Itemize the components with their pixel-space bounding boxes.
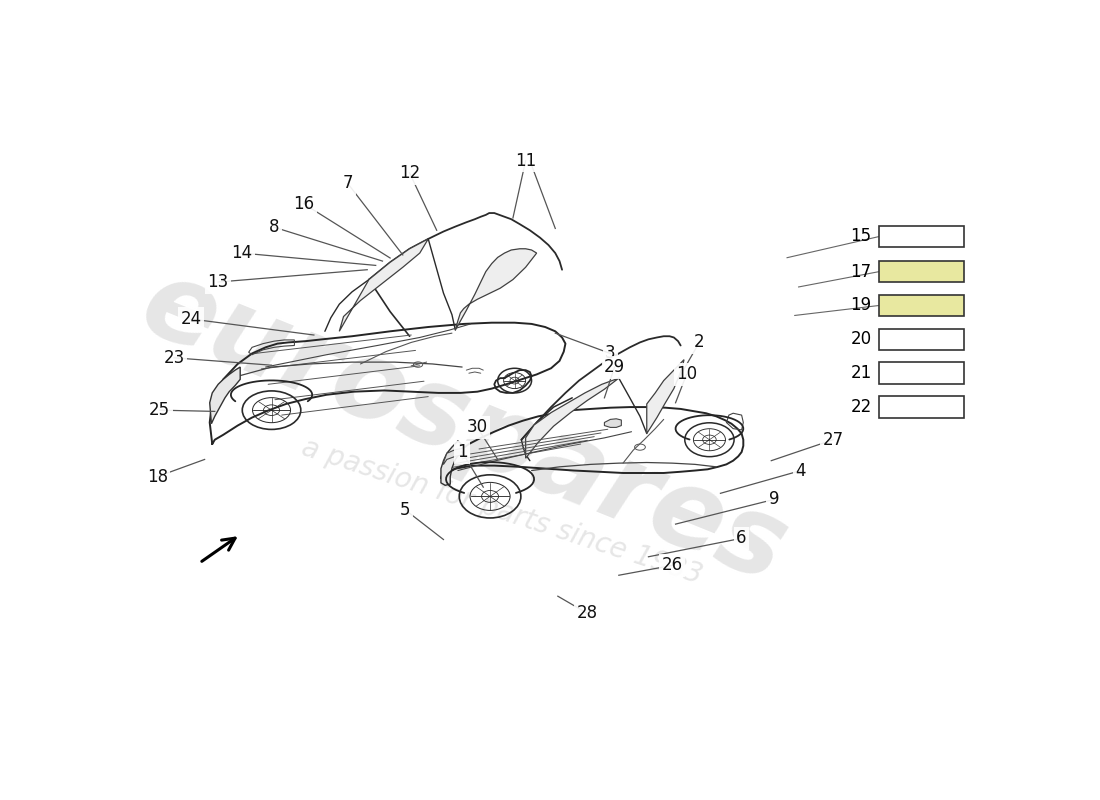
Text: 30: 30 [466,418,488,437]
Bar [880,396,964,418]
Text: 22: 22 [850,398,871,416]
Text: 6: 6 [736,530,747,547]
Bar [880,226,964,247]
Text: 21: 21 [850,364,871,382]
Polygon shape [339,239,428,331]
Bar [880,362,964,384]
Text: 16: 16 [294,194,315,213]
Text: 11: 11 [515,152,537,170]
Bar [880,294,964,316]
Polygon shape [441,441,464,486]
Bar [880,329,964,350]
Text: 14: 14 [231,244,253,262]
Polygon shape [443,448,464,464]
Text: 20: 20 [850,330,871,348]
Text: a passion for parts since 1983: a passion for parts since 1983 [298,434,706,590]
Text: 13: 13 [208,273,229,291]
Polygon shape [526,378,619,458]
Polygon shape [210,367,240,424]
Text: 12: 12 [399,164,420,182]
Text: 25: 25 [150,401,170,419]
Polygon shape [455,249,537,330]
Text: eurospares: eurospares [126,250,801,605]
Bar [880,261,964,282]
Text: 4: 4 [795,462,806,479]
Text: 10: 10 [676,366,697,383]
Text: 26: 26 [661,556,683,574]
Polygon shape [604,418,622,427]
Text: 29: 29 [604,358,625,376]
Text: 5: 5 [400,501,410,519]
Text: 24: 24 [180,310,201,328]
Polygon shape [647,360,684,434]
Text: 19: 19 [850,297,871,314]
Text: 2: 2 [694,334,705,351]
Text: 8: 8 [268,218,279,236]
Text: 17: 17 [850,262,871,281]
Text: 9: 9 [769,490,779,509]
Text: 15: 15 [850,227,871,246]
Text: 7: 7 [342,174,353,193]
Text: 1: 1 [456,443,468,461]
Text: 3: 3 [605,345,616,362]
Text: 18: 18 [146,468,168,486]
Text: 27: 27 [823,430,844,449]
Text: 23: 23 [164,349,185,366]
Text: 28: 28 [576,605,598,622]
